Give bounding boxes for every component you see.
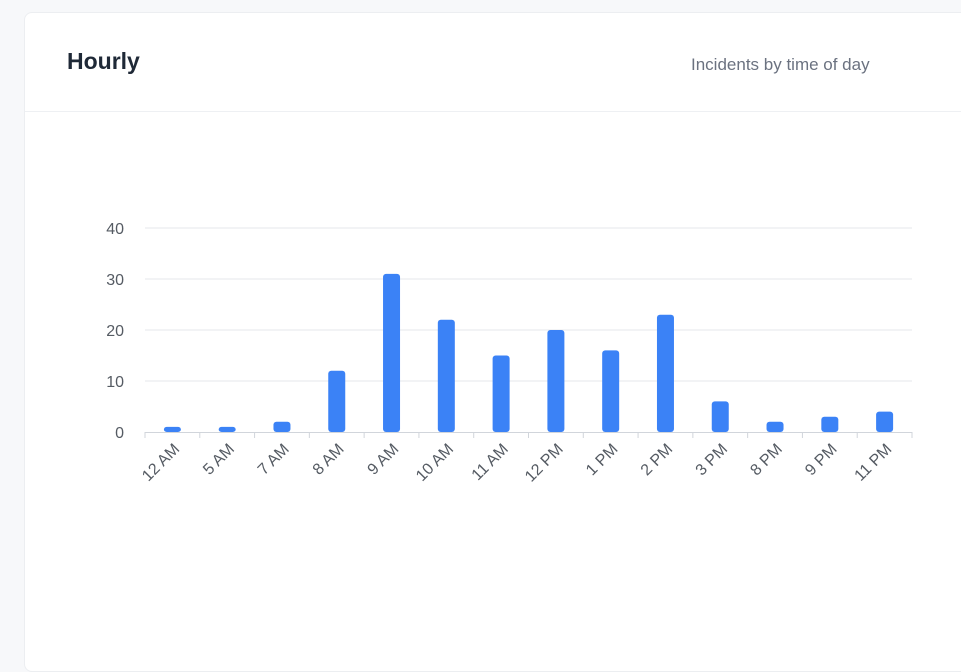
x-tick-label: 11 AM xyxy=(469,441,512,484)
bar-8-am[interactable] xyxy=(328,370,346,432)
card-subtitle: Incidents by time of day xyxy=(691,55,870,74)
bars xyxy=(163,273,894,433)
bar-9-am[interactable] xyxy=(383,273,401,432)
bar-12-pm[interactable] xyxy=(547,330,565,432)
x-tick-label: 8 PM xyxy=(747,441,785,479)
x-tick-label: 12 PM xyxy=(522,441,567,486)
bar-7-am[interactable] xyxy=(273,421,291,432)
bar-10-am[interactable] xyxy=(437,319,455,432)
y-axis-ticks: 0 10 20 30 40 xyxy=(106,221,124,442)
hourly-bar-chart: 0 10 20 30 40 12 AM 5 AM 7 AM 8 AM 9 AM 10 AM 11 A… xyxy=(106,221,913,486)
x-tick-label: 5 AM xyxy=(200,441,238,479)
hourly-card: Hourly Incidents by time of day xyxy=(24,12,961,672)
bar-3-pm[interactable] xyxy=(711,401,729,432)
x-tick-label: 9 PM xyxy=(802,441,840,479)
x-tick-label: 1 PM xyxy=(583,441,621,479)
y-tick-label: 20 xyxy=(106,323,124,340)
y-tick-label: 10 xyxy=(106,374,124,391)
card-header: Hourly Incidents by time of day xyxy=(25,13,961,112)
bar-5-am[interactable] xyxy=(218,426,236,432)
bar-1-pm[interactable] xyxy=(602,350,620,432)
bar-9-pm[interactable] xyxy=(821,416,839,432)
bar-8-pm[interactable] xyxy=(766,421,784,432)
x-tick-label: 2 PM xyxy=(638,441,676,479)
x-tick-label: 7 AM xyxy=(255,441,293,479)
bar-11-pm[interactable] xyxy=(876,411,894,432)
x-tick-label: 10 AM xyxy=(413,441,457,485)
y-tick-label: 0 xyxy=(115,425,124,442)
x-tick-label: 8 AM xyxy=(310,441,348,479)
x-tick-label: 9 AM xyxy=(365,441,403,479)
x-tick-label: 3 PM xyxy=(693,441,731,479)
bar-11-am[interactable] xyxy=(492,355,510,433)
x-tick-label: 12 AM xyxy=(139,441,183,485)
card-title: Hourly xyxy=(67,48,140,74)
bar-12-am[interactable] xyxy=(163,426,181,432)
y-tick-label: 40 xyxy=(106,221,124,238)
grid-lines xyxy=(144,227,913,438)
y-tick-label: 30 xyxy=(106,272,124,289)
x-axis-ticks: 12 AM 5 AM 7 AM 8 AM 9 AM 10 AM 11 AM 12 PM 1 PM… xyxy=(139,441,895,486)
bar-2-pm[interactable] xyxy=(656,314,674,432)
x-tick-label: 11 PM xyxy=(852,441,896,485)
